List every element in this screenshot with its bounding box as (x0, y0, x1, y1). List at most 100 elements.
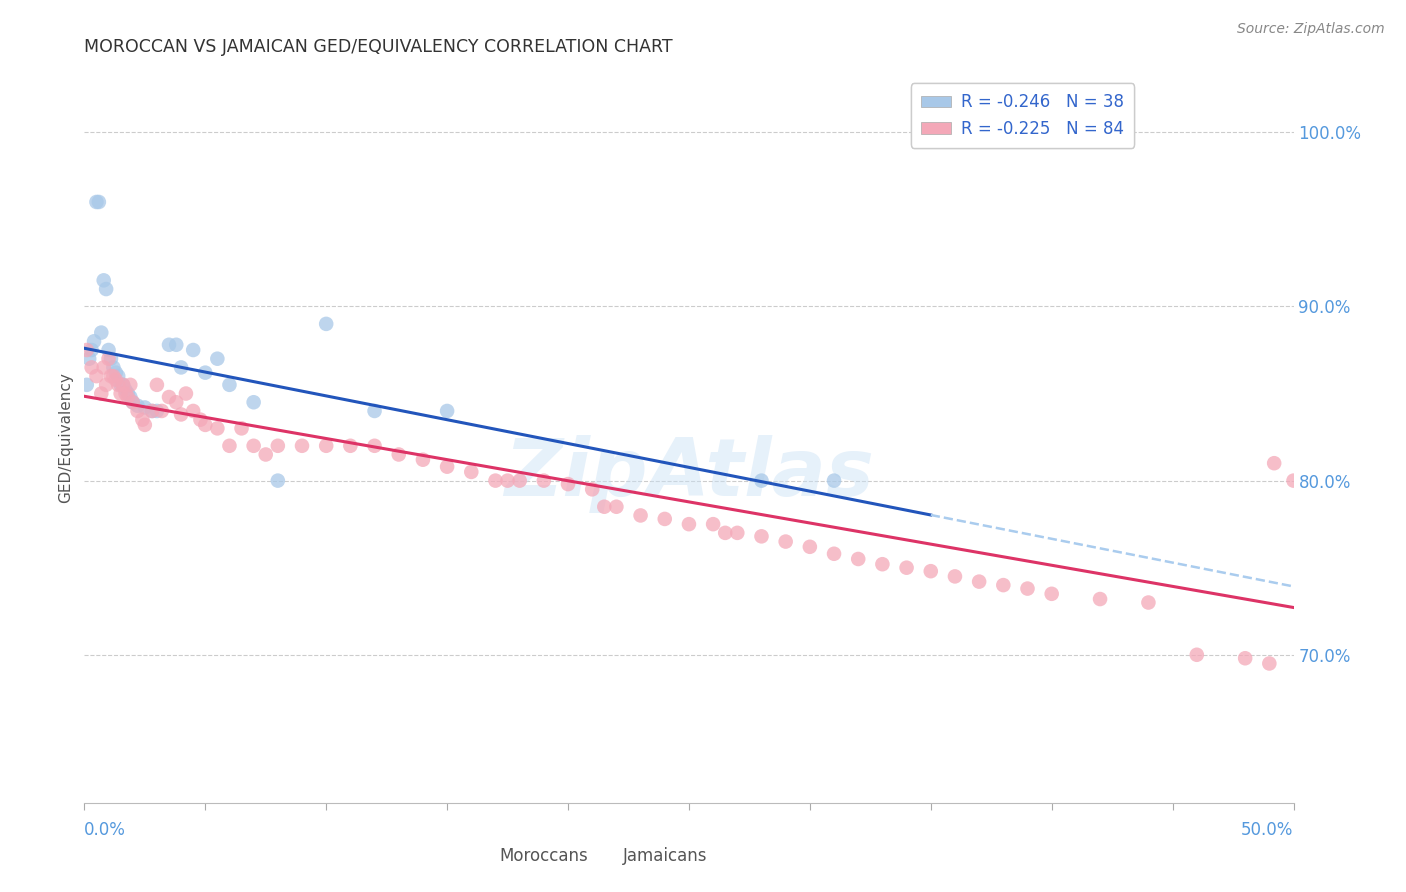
Point (103, 360, 125, 375)
Point (363, 439, 385, 453)
Point (460, 465, 482, 479)
Point (141, 404, 163, 418)
Point (339, 439, 361, 453)
Point (872, 558, 894, 572)
Point (315, 439, 337, 453)
Point (134, 417, 156, 432)
Point (267, 439, 290, 453)
Point (117, 390, 139, 404)
Point (170, 408, 193, 422)
Point (90, 386, 112, 401)
Point (388, 448, 411, 462)
Point (605, 500, 627, 514)
Point (120, 390, 142, 404)
Point (127, 399, 149, 413)
Point (363, 404, 385, 418)
Point (509, 474, 531, 488)
Point (218, 439, 240, 453)
Legend: R = -0.246   N = 38, R = -0.225   N = 84: R = -0.246 N = 38, R = -0.225 N = 84 (911, 83, 1135, 148)
Point (114, 386, 136, 401)
Point (134, 401, 156, 415)
Point (254, 448, 277, 462)
Point (231, 421, 253, 435)
Point (100, 351, 122, 366)
Point (593, 500, 616, 514)
Point (112, 377, 135, 392)
Point (141, 404, 163, 418)
Point (1137, 595, 1160, 609)
Point (751, 474, 773, 488)
Point (1234, 651, 1257, 665)
Point (242, 439, 264, 453)
Point (846, 552, 869, 566)
Point (150, 404, 173, 418)
Point (1403, 665, 1406, 680)
Point (190, 412, 212, 426)
Point (157, 390, 180, 404)
Text: 0.0%: 0.0% (84, 822, 127, 839)
Point (114, 383, 136, 397)
Point (678, 517, 700, 532)
Point (94, 377, 117, 392)
Point (181, 404, 204, 418)
Point (1258, 657, 1281, 671)
Point (702, 517, 724, 532)
Point (630, 508, 652, 523)
Point (436, 459, 458, 474)
Point (533, 474, 555, 488)
Point (1040, 587, 1063, 601)
Point (104, 373, 127, 387)
Point (93, 360, 115, 375)
Point (315, 317, 337, 331)
Point (581, 483, 603, 497)
Point (170, 360, 193, 375)
Point (97, 351, 120, 366)
Point (117, 386, 139, 401)
Point (799, 540, 821, 554)
Point (967, 574, 990, 589)
Text: ZipAtlas: ZipAtlas (503, 434, 875, 513)
Point (157, 338, 180, 352)
Point (207, 351, 229, 366)
Point (194, 417, 217, 432)
Point (714, 525, 737, 540)
Point (76, 377, 98, 392)
Point (127, 404, 149, 418)
Point (1017, 582, 1039, 596)
Point (80, 343, 103, 357)
Point (823, 474, 845, 488)
Y-axis label: GED/Equivalency: GED/Equivalency (58, 372, 73, 502)
Point (267, 474, 290, 488)
Point (436, 404, 458, 418)
Point (993, 578, 1015, 592)
Point (557, 477, 579, 491)
Point (146, 404, 169, 418)
Point (896, 560, 918, 574)
Point (1185, 648, 1208, 662)
Point (110, 377, 132, 392)
Point (93, 273, 115, 287)
Point (725, 525, 748, 540)
Point (165, 395, 187, 409)
Point (496, 474, 519, 488)
Point (76, 343, 98, 357)
Point (194, 366, 217, 380)
Point (291, 439, 314, 453)
Point (1088, 592, 1111, 607)
Point (412, 452, 434, 467)
Text: MOROCCAN VS JAMAICAN GED/EQUIVALENCY CORRELATION CHART: MOROCCAN VS JAMAICAN GED/EQUIVALENCY COR… (84, 38, 673, 56)
Point (1379, 552, 1402, 566)
Point (86, 194, 108, 209)
Point (90, 326, 112, 340)
Point (87, 194, 110, 209)
Point (121, 395, 143, 409)
Point (775, 534, 797, 549)
Point (207, 421, 229, 435)
Point (1263, 456, 1285, 470)
Point (1282, 474, 1305, 488)
Point (80, 360, 103, 375)
Point (94, 282, 117, 296)
Text: Jamaicans: Jamaicans (623, 847, 707, 864)
Point (100, 369, 122, 384)
Point (121, 395, 143, 409)
